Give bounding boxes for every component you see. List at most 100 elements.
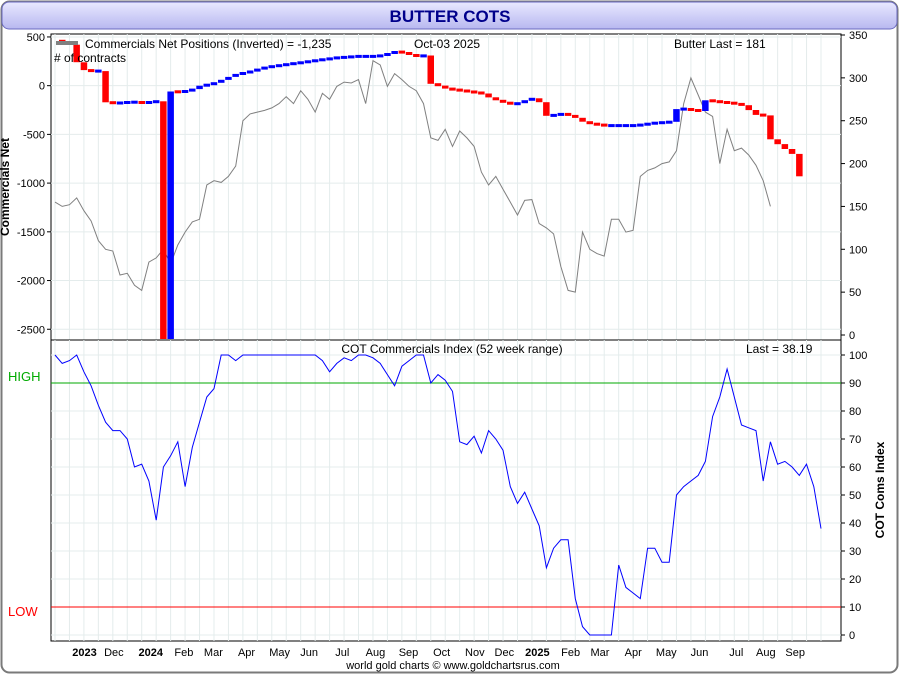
net-bar xyxy=(666,120,673,124)
net-bar xyxy=(254,68,261,72)
chart-title: BUTTER COTS xyxy=(390,7,511,26)
net-bar xyxy=(311,59,319,63)
net-bar xyxy=(80,62,88,71)
net-bar xyxy=(702,100,709,111)
index-tick-label: 80 xyxy=(849,406,861,418)
net-bar xyxy=(116,101,124,105)
net-bar xyxy=(283,63,290,67)
x-tick-label: May xyxy=(656,647,677,659)
net-bar xyxy=(774,139,781,145)
x-tick-label: Oct xyxy=(433,647,450,659)
footer-credit: world gold charts © www.goldchartsrus.co… xyxy=(345,660,560,672)
top-gridlines xyxy=(51,34,841,340)
title-bar xyxy=(1,1,898,30)
x-tick-label: Mar xyxy=(204,647,223,659)
x-axis-labels: 2023 Dec 2024 Feb Mar Apr May Jun Jul Aug Sep Oct No… xyxy=(72,647,805,659)
index-tick-label: 60 xyxy=(849,462,861,474)
y2-tick-label: 100 xyxy=(849,244,867,256)
net-bar xyxy=(319,58,326,62)
date-label: Oct-03 2025 xyxy=(414,37,480,51)
net-bar xyxy=(557,112,565,116)
y2-tick-label: 250 xyxy=(849,116,867,128)
net-bar xyxy=(449,87,456,91)
net-bar xyxy=(434,83,442,87)
net-bar xyxy=(261,66,268,70)
x-tick-label: Feb xyxy=(174,647,193,659)
net-bar xyxy=(521,100,528,104)
y2-tick-label: 50 xyxy=(849,287,861,299)
net-bar xyxy=(485,93,492,98)
bottom-y-axis-label: COT Coms Index xyxy=(873,441,887,538)
index-tick-label: 70 xyxy=(849,434,861,446)
net-bar xyxy=(362,54,369,58)
net-bar xyxy=(752,110,760,115)
net-bar xyxy=(369,54,377,58)
net-bar xyxy=(579,117,586,122)
low-label: LOW xyxy=(8,604,38,619)
y2-tick-label: 0 xyxy=(849,330,855,342)
index-tick-label: 40 xyxy=(849,518,861,530)
y2-tick-label: 200 xyxy=(849,159,867,171)
x-tick-label: Sep xyxy=(399,647,419,659)
net-bar xyxy=(225,76,232,80)
net-bar xyxy=(514,102,521,106)
net-bar xyxy=(239,72,247,75)
net-bar xyxy=(427,55,434,84)
net-bar xyxy=(492,97,500,101)
net-bar xyxy=(138,101,145,104)
net-bar xyxy=(355,54,362,58)
y-tick-label: -1500 xyxy=(17,227,45,239)
net-bar xyxy=(478,91,485,95)
net-bar xyxy=(442,85,449,89)
net-bar xyxy=(152,100,160,104)
index-line xyxy=(54,354,822,636)
net-bar xyxy=(470,90,478,94)
net-bar xyxy=(167,91,174,339)
net-bar xyxy=(413,54,420,57)
net-bar xyxy=(210,82,218,86)
index-tick-label: 10 xyxy=(849,602,861,614)
net-bar xyxy=(738,102,745,106)
y-tick-label: -2500 xyxy=(17,324,45,336)
index-title: COT Commercials Index (52 week range) xyxy=(341,342,562,356)
net-bar xyxy=(275,64,283,68)
top-right-axis: 350 300 250 200 150 100 50 0 xyxy=(841,30,867,342)
net-bar xyxy=(767,115,774,140)
net-bar xyxy=(694,109,702,112)
net-bar xyxy=(637,123,644,127)
net-bar xyxy=(796,153,803,177)
x-tick-label: May xyxy=(269,647,290,659)
net-bar xyxy=(499,99,507,103)
x-tick-label: Apr xyxy=(625,647,642,659)
high-label: HIGH xyxy=(8,369,41,384)
index-tick-label: 50 xyxy=(849,490,861,502)
net-bar xyxy=(543,102,550,116)
net-bar xyxy=(535,98,543,103)
x-tick-label: 2023 xyxy=(72,647,96,659)
y-tick-label: 0 xyxy=(39,81,45,93)
net-bar xyxy=(376,54,384,58)
index-tick-label: 0 xyxy=(849,630,855,642)
net-bar xyxy=(564,112,572,116)
y-tick-label: -2000 xyxy=(17,276,45,288)
net-bar xyxy=(622,124,630,128)
net-bar xyxy=(507,101,514,105)
net-bar xyxy=(102,71,109,103)
index-last-label: Last = 38.19 xyxy=(746,342,813,356)
net-bar xyxy=(218,79,225,83)
net-bar xyxy=(644,122,651,126)
net-bar xyxy=(95,69,102,73)
net-bar xyxy=(528,97,536,101)
contracts-label: # of contracts xyxy=(54,51,126,65)
net-bar xyxy=(340,55,348,59)
net-bar xyxy=(731,101,738,105)
x-tick-label: 2025 xyxy=(525,647,549,659)
y-tick-label: -1000 xyxy=(17,178,45,190)
net-bar xyxy=(189,88,196,92)
x-tick-label: Jun xyxy=(300,647,318,659)
index-tick-label: 100 xyxy=(849,350,867,362)
